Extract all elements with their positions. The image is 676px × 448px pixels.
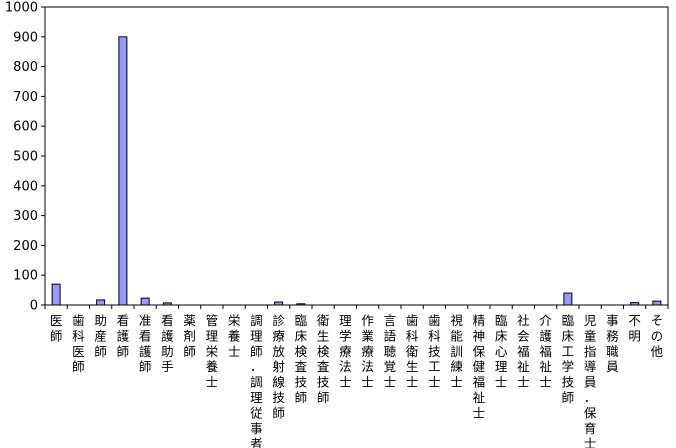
bar bbox=[96, 299, 106, 306]
x-category-label: 准看護師 bbox=[139, 313, 152, 374]
x-category-label: 臨床検査技師 bbox=[295, 313, 308, 405]
x-category-label: 児童指導員．保育士 bbox=[584, 313, 597, 448]
y-axis-tick-labels: 0 100 200 300 400 500 600 700 800 900 1000 bbox=[5, 1, 38, 314]
x-category-label: 視能訓練士 bbox=[450, 313, 463, 390]
x-category-label: 歯科衛生士 bbox=[406, 313, 419, 390]
chart-axes bbox=[41, 6, 669, 309]
x-category-label: 歯科医師 bbox=[72, 313, 85, 374]
x-category-label: 看護助手 bbox=[161, 313, 174, 374]
y-tick-label: 800 bbox=[13, 60, 38, 75]
x-category-label: 介護福祉士 bbox=[539, 313, 552, 390]
bar bbox=[118, 36, 128, 306]
x-category-label: 歯科技工士 bbox=[428, 313, 441, 390]
x-category-label: 調理師．調理従事者 bbox=[250, 313, 263, 448]
x-category-label: 医師 bbox=[50, 313, 63, 343]
x-category-label: 診療放射線技師 bbox=[272, 313, 285, 420]
x-category-label: 言語聴覚士 bbox=[384, 313, 397, 390]
y-tick-label: 500 bbox=[13, 150, 38, 165]
plot-area-frame bbox=[44, 6, 669, 306]
x-category-label: 衛生検査技師 bbox=[317, 313, 330, 405]
x-category-label: 薬剤師 bbox=[183, 313, 196, 359]
x-category-label: 社会福祉士 bbox=[517, 313, 530, 390]
x-category-label: 不明 bbox=[628, 313, 641, 343]
bar bbox=[563, 292, 573, 306]
bar bbox=[630, 302, 640, 306]
y-tick-label: 1000 bbox=[5, 1, 38, 16]
x-category-label: その他 bbox=[651, 313, 664, 359]
x-category-label: 臨床心理士 bbox=[495, 313, 508, 390]
y-tick-label: 700 bbox=[13, 90, 38, 105]
y-tick-label: 900 bbox=[13, 30, 38, 45]
x-category-label: 作業療法士 bbox=[361, 313, 374, 390]
x-category-label: 栄養士 bbox=[228, 313, 241, 359]
x-category-label: 臨床工学技師 bbox=[562, 313, 575, 405]
x-category-label: 精神保健福祉士 bbox=[473, 313, 486, 420]
y-tick-label: 100 bbox=[13, 269, 38, 284]
bar bbox=[652, 300, 662, 306]
bar bbox=[296, 303, 306, 306]
x-category-label: 看護師 bbox=[117, 313, 130, 359]
x-category-label: 管理栄養士 bbox=[206, 313, 219, 390]
bar bbox=[162, 302, 172, 306]
x-category-label: 事務職員 bbox=[606, 313, 619, 374]
y-tick-label: 200 bbox=[13, 239, 38, 254]
bar bbox=[51, 283, 61, 306]
y-tick-label: 0 bbox=[30, 299, 38, 314]
bar bbox=[274, 301, 284, 306]
y-tick-label: 300 bbox=[13, 209, 38, 224]
y-tick-label: 600 bbox=[13, 120, 38, 135]
x-axis-category-labels: 医師歯科医師助産師看護師准看護師看護助手薬剤師管理栄養士栄養士調理師．調理従事者… bbox=[50, 313, 664, 448]
x-category-label: 理学療法士 bbox=[339, 313, 352, 390]
chart-bars bbox=[51, 36, 662, 306]
y-tick-label: 400 bbox=[13, 179, 38, 194]
x-category-label: 助産師 bbox=[94, 313, 107, 359]
bar bbox=[140, 297, 150, 306]
